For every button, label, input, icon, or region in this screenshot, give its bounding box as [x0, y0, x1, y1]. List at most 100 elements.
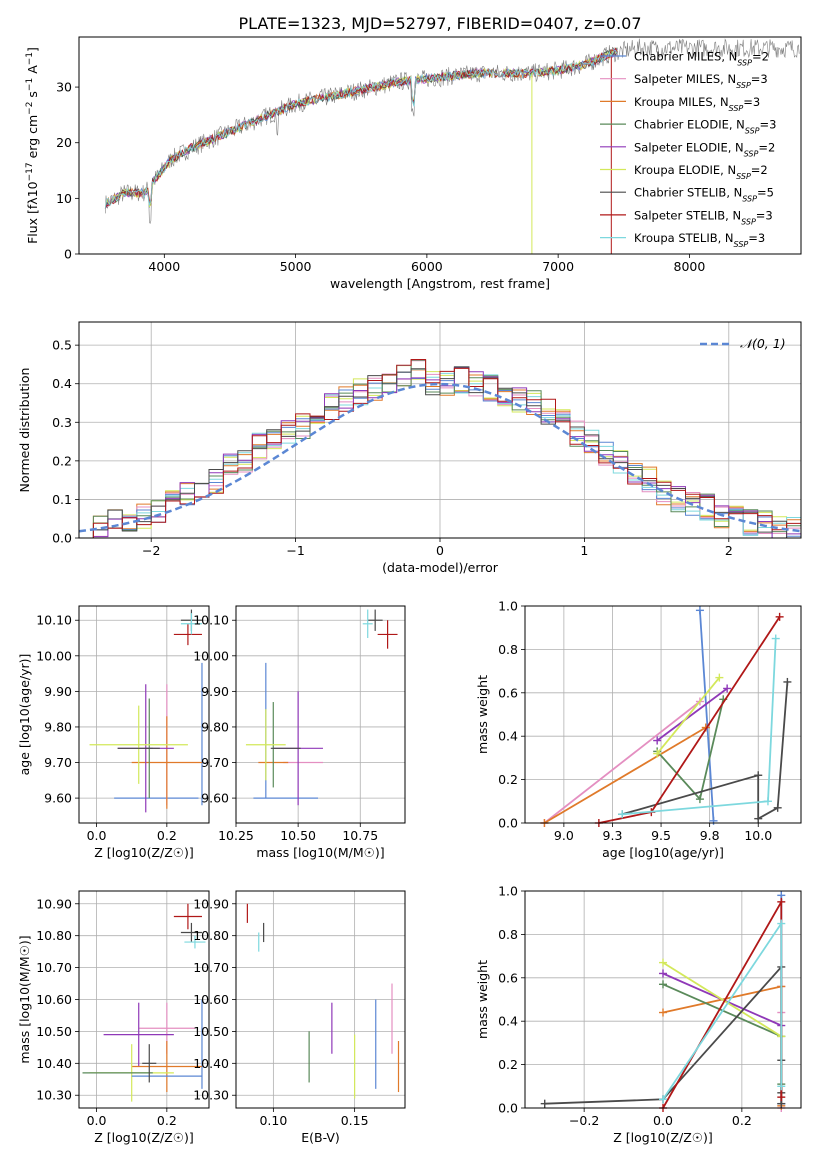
- mass_weight_vs_Z-marker-salpeter-elodie: [659, 969, 667, 978]
- legend-label-chabrier-miles: Chabrier MILES, NSSP=2: [634, 50, 769, 68]
- residuals-xtick-label: 1: [580, 543, 588, 558]
- mass_weight_vs_age-frame: [524, 605, 802, 824]
- mass_vs_Z-errorbar-chabrier-stelib: [180, 922, 202, 943]
- mass_weight_vs_age-ytick-label: 1.0: [498, 599, 518, 614]
- age_vs_Z-errorbar-kroupa-miles: [131, 716, 202, 809]
- age_vs_Z-xtick-label: 0.2: [157, 828, 177, 843]
- legend-label-chabrier-elodie: Chabrier ELODIE, NSSP=3: [634, 118, 776, 136]
- histogram-salpeter-stelib: [79, 359, 801, 538]
- age_vs_mass-errorbar-kroupa-stelib: [362, 609, 373, 639]
- mass_weight_vs_Z-ylabel: mass weight: [475, 960, 490, 1039]
- mass_vs_Z-xtick-label: 0.0: [87, 1113, 107, 1128]
- age_vs_mass-ytick-label: 9.90: [201, 684, 229, 699]
- age_vs_mass-ytick-label: 10.10: [193, 613, 229, 628]
- mass_vs_Z-errorbar-kroupa-stelib: [184, 935, 206, 949]
- spectrum-ytick-label: 10: [56, 191, 72, 206]
- mass_vs_EBV-grid: [236, 891, 405, 1108]
- kroupa-stelib-model-line: [104, 50, 618, 209]
- age_vs_mass-frame: [235, 605, 406, 824]
- mass_weight_vs_age-ytick-label: 0.0: [498, 816, 518, 831]
- mass_weight_vs_Z-ytick-label: 1.0: [498, 884, 518, 899]
- legend-label-kroupa-elodie: Kroupa ELODIE, NSSP=2: [634, 163, 768, 181]
- age_vs_Z-points: [89, 609, 203, 813]
- legend-label-normal: 𝒩(0, 1): [740, 336, 786, 351]
- spectrum-legend: Chabrier MILES, NSSP=2 Salpeter MILES, NS…: [600, 50, 776, 249]
- mass_weight_vs_Z-grid: [525, 890, 801, 1109]
- legend-label-salpeter-elodie: Salpeter ELODIE, NSSP=2: [634, 140, 775, 158]
- salpeter-stelib-model-line: [104, 47, 618, 209]
- mass_vs_Z-errorbar-salpeter-elodie: [103, 1002, 174, 1067]
- mass_weight_vs_Z-marker-kroupa-stelib: [777, 919, 786, 928]
- mass_weight_vs_Z-xtick-label: 0.0: [653, 1113, 673, 1128]
- age_vs_mass-errorbar-kroupa-elodie: [245, 709, 286, 781]
- residuals-xtick-label: −1: [286, 543, 304, 558]
- mass_weight_vs_age-ytick-label: 0.8: [498, 642, 518, 657]
- age_vs_mass-xlabel: mass [log10(M/M☉)]: [256, 845, 384, 860]
- mass_weight_vs_age-marker-salpeter-stelib: [775, 612, 784, 621]
- mass_vs_EBV-xtick-label: 0.15: [341, 1113, 369, 1128]
- mass_weight_vs_Z-line-kroupa-stelib: [662, 920, 783, 1100]
- age_vs_Z-errorbar-kroupa-elodie: [89, 705, 188, 784]
- residuals-frame: [78, 321, 802, 539]
- age_vs_Z-ytick-label: 9.60: [44, 791, 72, 806]
- mass_weight_vs_age-marker-chabrier-elodie: [695, 795, 704, 804]
- mass_weight_vs_Z-ytick-label: 0.0: [498, 1101, 518, 1116]
- mass_weight_vs_age-xtick-label: 9.0: [554, 828, 574, 843]
- mass_weight_vs_age-ytick-label: 0.4: [498, 729, 518, 744]
- mass_vs_Z-errorbar-kroupa-miles: [131, 1040, 202, 1093]
- legend-label-chabrier-stelib: Chabrier STELIB, NSSP=5: [634, 186, 774, 204]
- mass_vs_Z-errorbar-chabrier-stelib: [142, 1044, 157, 1083]
- age_vs_Z-ytick-label: 9.90: [44, 684, 72, 699]
- mass_weight_vs_age-grid: [525, 605, 801, 824]
- mass_weight_vs_Z-ytick-label: 0.6: [498, 970, 518, 985]
- mass_weight_vs_age-marker-chabrier-stelib: [754, 771, 763, 780]
- mass_weight_vs_age-marker-kroupa-elodie: [715, 673, 724, 682]
- mass_vs_Z-ytick-label: 10.40: [36, 1056, 72, 1071]
- residuals-ytick-label: 0.1: [52, 492, 72, 507]
- mass_weight_vs_age-marker-salpeter-elodie: [653, 736, 662, 745]
- residuals-ytick-label: 0.2: [52, 453, 72, 468]
- spectrum-ylabel: Flux [fλ10−17 erg cm−2 s−1 A−1]: [25, 47, 40, 244]
- residuals-ylabel: Normed distribution: [17, 368, 32, 493]
- age-vs-Z-panel: 0.0 0.2 9.60 9.70 9.80 9.90 10.00 10.10 Z [log10…: [17, 605, 210, 860]
- age_vs_mass-ytick-label: 9.80: [201, 719, 229, 734]
- age_vs_Z-errorbar-kroupa-stelib: [180, 613, 202, 635]
- mass_weight_vs_age-line-chabrier-miles: [699, 610, 715, 821]
- mass_weight_vs_Z-ytick-label: 0.2: [498, 1057, 518, 1072]
- mass_weight_vs_Z-marker-kroupa-elodie: [659, 958, 667, 967]
- mass_weight_vs_age-line-kroupa-elodie: [656, 677, 721, 755]
- spectrum-ytick-label: 0: [64, 247, 72, 262]
- figure-title: PLATE=1323, MJD=52797, FIBERID=0407, z=0…: [238, 14, 641, 33]
- mass_vs_EBV-ytick-label: 10.70: [193, 960, 229, 975]
- mass_weight_vs_Z-frame: [524, 890, 802, 1109]
- legend-label-kroupa-stelib: Kroupa STELIB, NSSP=3: [634, 231, 765, 249]
- mass_weight_vs_Z-ytick-label: 0.8: [498, 927, 518, 942]
- mass_vs_EBV-points: [246, 903, 400, 1099]
- age_vs_Z-errorbar-salpeter-stelib: [173, 623, 202, 646]
- residuals-legend: 𝒩(0, 1): [700, 336, 786, 351]
- mass_weight_vs_Z-marker-chabrier-stelib: [540, 1099, 549, 1108]
- age_vs_mass-ytick-label: 9.70: [201, 755, 229, 770]
- mass_weight_vs_age-line-salpeter-elodie: [656, 687, 728, 742]
- age_vs_mass-ytick-label: 9.60: [201, 791, 229, 806]
- mass_weight_vs_age-marker-kroupa-stelib: [763, 797, 772, 806]
- observed-spectrum-line: [105, 38, 800, 225]
- mass_weight_vs_age-ytick-label: 0.2: [498, 772, 518, 787]
- mass_vs_EBV-ytick-label: 10.60: [193, 992, 229, 1007]
- residuals-xtick-label: 2: [725, 543, 733, 558]
- residuals-xtick-label: −2: [142, 543, 160, 558]
- mass_weight_vs_Z-line-kroupa-elodie: [662, 961, 782, 1038]
- mass_vs_Z-ytick-label: 10.80: [36, 928, 72, 943]
- age_vs_mass-errorbar-salpeter-stelib: [377, 620, 398, 649]
- mass_weight_vs_age-marker-chabrier-miles: [709, 816, 718, 825]
- age_vs_Z-ytick-label: 10.00: [36, 648, 72, 663]
- age_vs_Z-grid: [79, 606, 209, 823]
- mass_weight_vs_Z-marker-salpeter-stelib: [777, 897, 786, 906]
- mass_vs_Z-ytick-label: 10.30: [36, 1088, 72, 1103]
- residuals-ytick-label: 0.3: [52, 415, 72, 430]
- legend-label-salpeter-stelib: Salpeter STELIB, NSSP=3: [634, 208, 773, 226]
- spectrum-xtick-label: 8000: [674, 259, 706, 274]
- age_vs_mass-xtick-label: 10.75: [342, 828, 378, 843]
- mass_vs_EBV-ytick-label: 10.80: [193, 928, 229, 943]
